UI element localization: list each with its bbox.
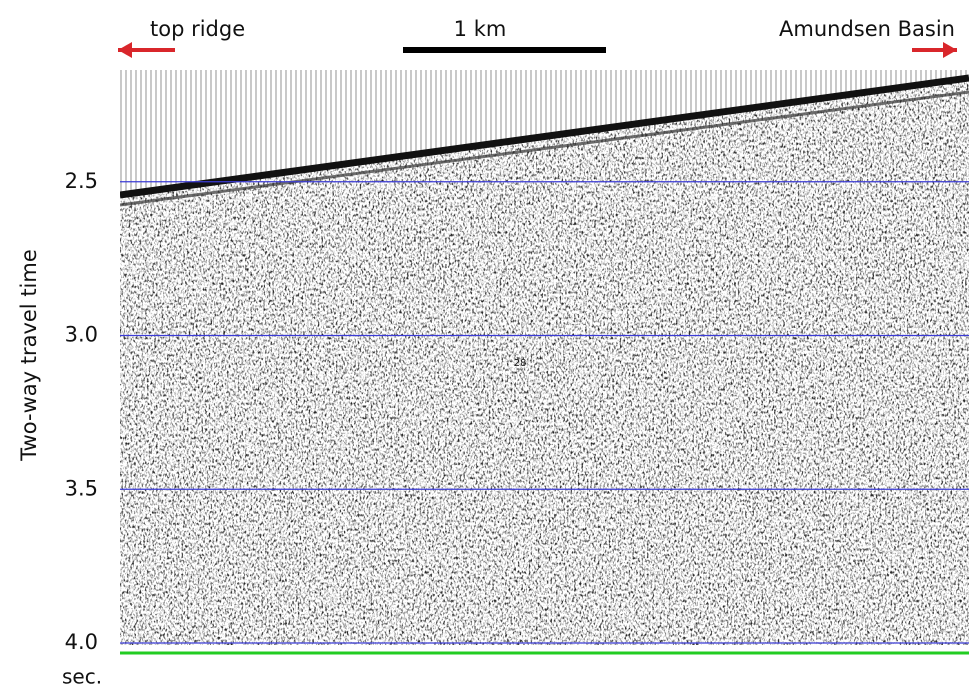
scale-label: 1 km xyxy=(454,17,507,41)
y-tick-label: 4.0 xyxy=(65,630,98,654)
annotation: 28 xyxy=(514,358,527,369)
y-tick-label: 3.0 xyxy=(65,323,98,347)
scale-bar xyxy=(403,47,606,53)
right-arrow-head xyxy=(943,42,957,58)
y-unit: sec. xyxy=(62,665,102,689)
left-arrow-head xyxy=(118,42,132,58)
figure: top ridge 1 km Amundsen Basin Two-way tr… xyxy=(0,0,969,689)
left-label: top ridge xyxy=(150,17,245,41)
seismic-section xyxy=(120,70,969,645)
y-tick-label: 3.5 xyxy=(65,476,98,500)
right-label: Amundsen Basin xyxy=(779,17,955,41)
y-axis-label: Two-way travel time xyxy=(17,249,41,462)
y-tick-label: 2.5 xyxy=(65,169,98,193)
